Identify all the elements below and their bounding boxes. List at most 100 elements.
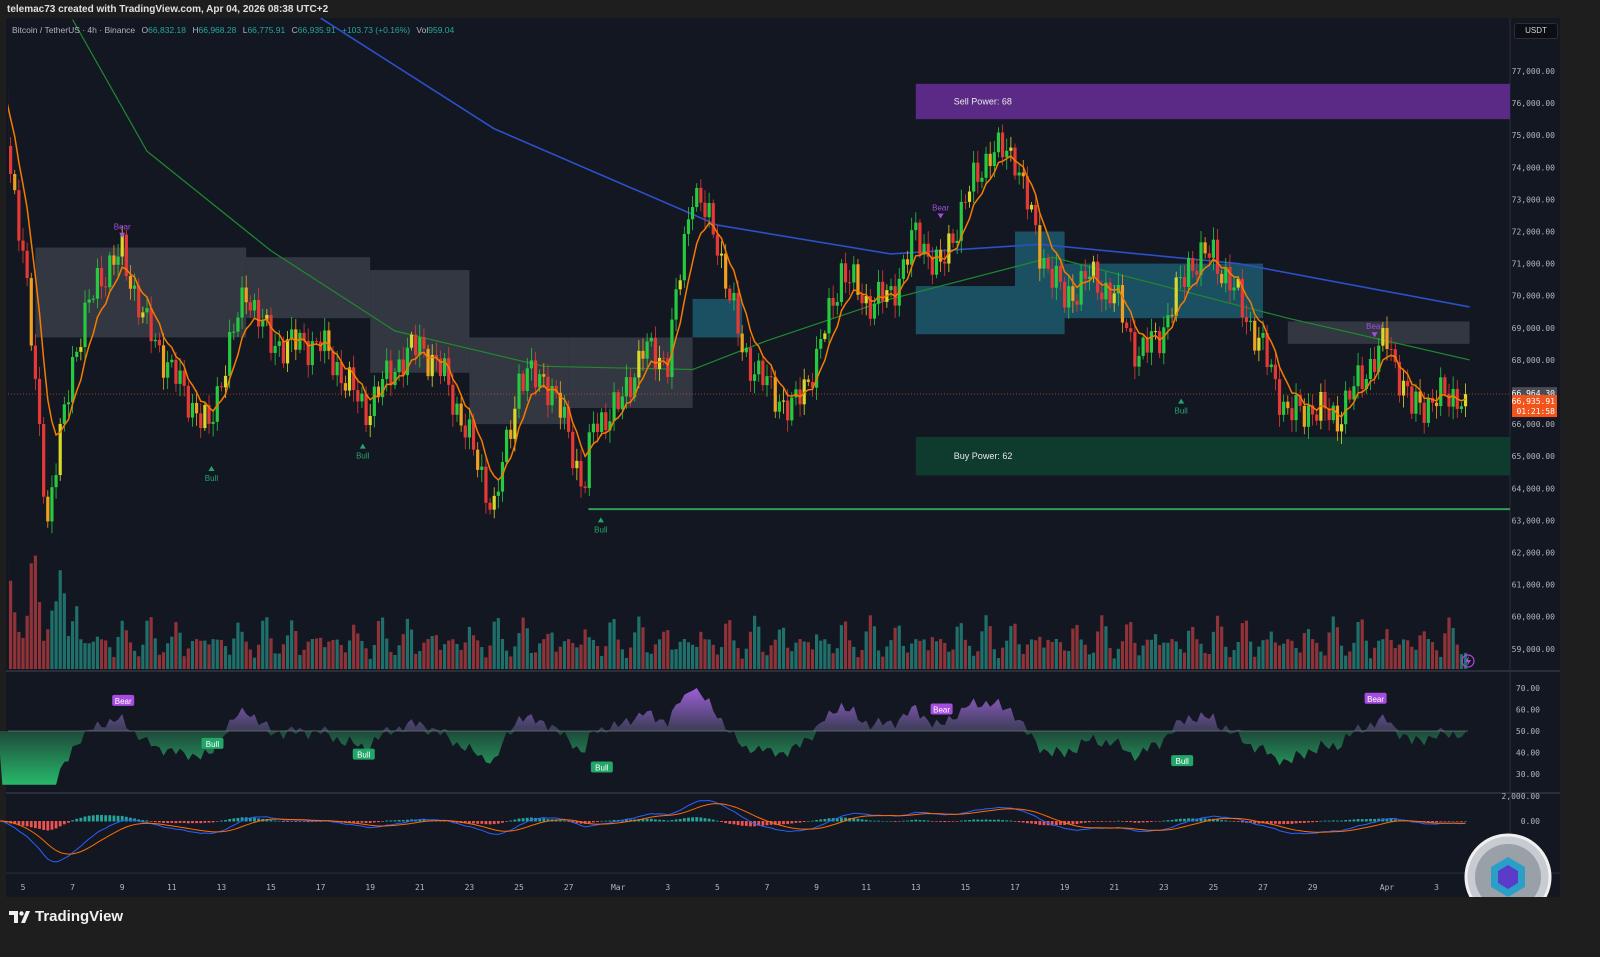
candle-body	[1029, 204, 1034, 210]
macd-histogram-bar	[1360, 819, 1364, 822]
volume-bar	[955, 626, 959, 669]
macd-histogram-bar	[637, 819, 641, 822]
symbol-legend: Bitcoin / TetherUS · 4h · Binance O66,83…	[12, 25, 458, 35]
tradingview-logo[interactable]: TradingView	[9, 908, 123, 925]
volume-bar	[199, 640, 203, 669]
volume-bar	[612, 618, 616, 669]
volume-bar	[1137, 655, 1141, 669]
macd-histogram-bar	[240, 817, 244, 822]
candle-body	[1058, 265, 1063, 282]
macd-histogram-bar	[1426, 821, 1430, 823]
macd-histogram-bar	[567, 821, 570, 822]
volume-bar	[327, 641, 331, 669]
macd-histogram-bar	[364, 821, 368, 824]
macd-histogram-bar	[352, 821, 356, 823]
macd-histogram-bar	[54, 821, 58, 829]
macd-histogram-bar	[1369, 818, 1372, 822]
volume-bar	[1038, 636, 1042, 669]
candle-body	[1187, 257, 1191, 287]
macd-histogram-bar	[302, 821, 306, 822]
volume-bar	[1145, 639, 1149, 669]
volume-bar	[281, 644, 285, 669]
volume-bar	[1141, 645, 1145, 669]
volume-bar	[819, 640, 823, 669]
volume-bar	[939, 639, 943, 669]
candle-body	[236, 317, 240, 332]
volume-bar	[633, 632, 637, 669]
volume-bar	[166, 643, 170, 669]
macd-histogram-bar	[840, 817, 843, 822]
volume-bar	[1125, 624, 1129, 669]
macd-histogram-bar	[282, 821, 285, 822]
candle-body	[583, 486, 587, 489]
volume-bar	[525, 628, 529, 669]
currency-unit-button[interactable]: USDT	[1514, 23, 1558, 39]
rsi-bull-badge	[1171, 755, 1194, 767]
volume-bar	[314, 638, 319, 669]
candle-body	[864, 296, 868, 304]
macd-histogram-bar	[682, 818, 686, 822]
candle-body	[306, 340, 310, 366]
macd-histogram-bar	[864, 819, 868, 822]
volume-bar	[591, 639, 595, 669]
candle-body	[385, 360, 389, 380]
time-tick: 25	[514, 883, 524, 892]
volume-bar	[397, 645, 401, 669]
candle-body	[17, 190, 21, 241]
macd-histogram-bar	[959, 820, 963, 822]
candle-body	[1348, 390, 1352, 400]
candle-body	[963, 201, 967, 203]
volume-bar	[579, 644, 583, 669]
volume-bar	[1149, 639, 1153, 669]
candle-body	[666, 358, 670, 378]
volume-bar	[1034, 640, 1038, 669]
volume-bar	[376, 621, 381, 669]
macd-histogram-bar	[806, 820, 810, 822]
macd-histogram-bar	[1034, 821, 1038, 825]
volume-bar	[42, 640, 46, 669]
volume-bar	[451, 639, 455, 669]
volume-bar	[905, 652, 910, 669]
volume-bar	[145, 620, 149, 669]
candle-body	[910, 230, 914, 265]
volume-bar	[1368, 658, 1373, 669]
candle-body	[376, 386, 381, 398]
rsi-signal-label: Bear	[1367, 695, 1384, 704]
candle-body	[484, 466, 488, 503]
volume-bar	[1162, 642, 1166, 669]
macd-histogram-bar	[546, 819, 550, 822]
macd-histogram-bar	[1315, 821, 1319, 823]
candle-body	[633, 377, 637, 398]
volume-bar	[393, 655, 397, 669]
macd-histogram-bar	[1030, 821, 1033, 824]
volume-bar	[674, 649, 678, 669]
volume-bar	[1228, 657, 1232, 669]
symbol-title[interactable]: Bitcoin / TetherUS · 4h · Binance	[12, 25, 136, 35]
candle-body	[806, 379, 810, 383]
macd-histogram-bar	[951, 821, 955, 822]
macd-histogram-bar	[976, 819, 980, 822]
candle-body	[728, 288, 732, 301]
candle-body	[794, 389, 798, 398]
low-value: L66,775.91	[242, 25, 286, 35]
candle-body	[881, 281, 885, 302]
volume-bar	[190, 641, 195, 669]
candle-body	[1282, 401, 1286, 415]
candle-body	[542, 374, 546, 377]
macd-histogram-bar	[1249, 821, 1252, 823]
candle-body	[1269, 364, 1273, 368]
candle-body	[724, 253, 728, 289]
volume-bar	[1075, 624, 1079, 669]
candle-body	[298, 332, 302, 350]
candle-body	[612, 392, 616, 422]
candle-body	[649, 337, 653, 342]
rsi-tick: 30.00	[1516, 770, 1540, 779]
rsi-signal-label: Bear	[115, 697, 132, 706]
macd-histogram-bar	[782, 821, 785, 825]
cloud-segment	[35, 247, 247, 338]
macd-histogram-bar	[645, 818, 649, 822]
volume-bar	[1195, 639, 1199, 669]
candle-body	[1038, 225, 1042, 269]
volume-bar	[496, 618, 500, 669]
